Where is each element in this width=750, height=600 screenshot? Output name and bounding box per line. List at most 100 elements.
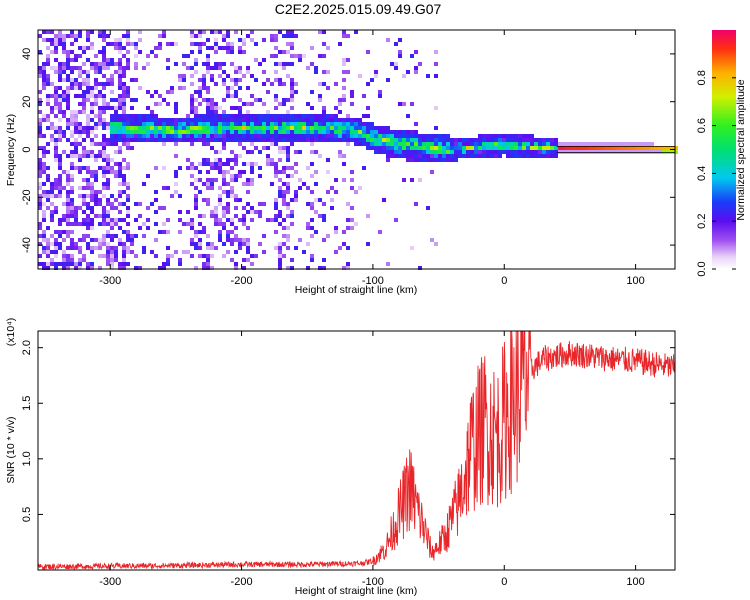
heatmap-cell — [218, 66, 222, 70]
heatmap-cell — [130, 122, 134, 126]
heatmap-cell — [118, 146, 122, 150]
heatmap-cell — [322, 138, 326, 142]
heatmap-cell — [202, 230, 206, 234]
heatmap-cell — [106, 250, 110, 254]
heatmap-cell — [178, 134, 182, 138]
heatmap-cell — [198, 102, 202, 106]
heatmap-cell — [114, 38, 118, 42]
heatmap-cell — [622, 142, 626, 146]
heatmap-cell — [502, 142, 506, 146]
heatmap-cell — [318, 82, 322, 86]
heatmap-cell — [274, 130, 278, 134]
heatmap-cell — [50, 122, 54, 126]
heatmap-cell — [254, 210, 258, 214]
heatmap-cell — [230, 258, 234, 262]
heatmap-cell — [454, 142, 458, 146]
heatmap-cell — [342, 30, 346, 34]
heatmap-cell — [74, 150, 78, 154]
heatmap-cell — [38, 66, 42, 70]
heatmap-cell — [230, 78, 234, 82]
heatmap-cell — [250, 138, 254, 142]
heatmap-cell — [114, 122, 118, 126]
heatmap-cell — [154, 210, 158, 214]
heatmap-cell — [110, 194, 114, 198]
heatmap-cell — [242, 126, 246, 130]
colorbar-tick-label: 0.2 — [696, 214, 708, 229]
heatmap-cell — [86, 150, 90, 154]
heatmap-cell — [286, 154, 290, 158]
heatmap-cell — [226, 238, 230, 242]
heatmap-cell — [394, 66, 398, 70]
heatmap-cell — [158, 266, 162, 270]
heatmap-cell — [346, 202, 350, 206]
heatmap-cell — [118, 266, 122, 270]
heatmap-cell — [114, 42, 118, 46]
heatmap-cell — [46, 38, 50, 42]
heatmap-cell — [190, 138, 194, 142]
heatmap-cell — [50, 214, 54, 218]
heatmap-cell — [70, 162, 74, 166]
heatmap-cell — [266, 110, 270, 114]
heatmap-cell — [198, 78, 202, 82]
heatmap-cell — [534, 154, 538, 158]
heatmap-cell — [190, 238, 194, 242]
heatmap-cell — [130, 250, 134, 254]
heatmap-cell — [110, 82, 114, 86]
heatmap-cell — [206, 98, 210, 102]
heatmap-cell — [86, 194, 90, 198]
heatmap-cell — [58, 70, 62, 74]
heatmap-cell — [118, 106, 122, 110]
heatmap-cell — [110, 62, 114, 66]
heatmap-cell — [78, 30, 82, 34]
heatmap-cell — [102, 186, 106, 190]
heatmap-cell — [86, 202, 90, 206]
heatmap-cell — [70, 166, 74, 170]
heatmap-cell — [398, 150, 402, 154]
heatmap-cell — [342, 98, 346, 102]
heatmap-cell — [418, 62, 422, 66]
heatmap-cell — [246, 102, 250, 106]
heatmap-cell — [182, 250, 186, 254]
heatmap-cell — [54, 42, 58, 46]
spectrogram-cells — [38, 30, 678, 270]
heatmap-cell — [54, 250, 58, 254]
heatmap-cell — [278, 250, 282, 254]
heatmap-cell — [542, 142, 546, 146]
heatmap-cell — [318, 122, 322, 126]
heatmap-cell — [182, 118, 186, 122]
heatmap-cell — [306, 66, 310, 70]
heatmap-cell — [458, 150, 462, 154]
heatmap-cell — [82, 110, 86, 114]
heatmap-cell — [138, 38, 142, 42]
heatmap-cell — [414, 150, 418, 154]
heatmap-cell — [282, 182, 286, 186]
heatmap-cell — [146, 54, 150, 58]
heatmap-cell — [202, 114, 206, 118]
heatmap-cell — [118, 46, 122, 50]
heatmap-cell — [42, 62, 46, 66]
heatmap-cell — [78, 186, 82, 190]
heatmap-cell — [298, 186, 302, 190]
heatmap-cell — [526, 138, 530, 142]
heatmap-cell — [58, 182, 62, 186]
heatmap-cell — [306, 138, 310, 142]
heatmap-cell — [342, 134, 346, 138]
heatmap-cell — [214, 62, 218, 66]
heatmap-cell — [258, 150, 262, 154]
heatmap-cell — [46, 82, 50, 86]
heatmap-cell — [86, 34, 90, 38]
heatmap-cell — [406, 142, 410, 146]
heatmap-cell — [102, 238, 106, 242]
heatmap-cell — [266, 154, 270, 158]
heatmap-cell — [234, 178, 238, 182]
heatmap-cell — [58, 78, 62, 82]
heatmap-cell — [194, 206, 198, 210]
heatmap-cell — [246, 130, 250, 134]
heatmap-cell — [634, 146, 638, 150]
heatmap-cell — [662, 146, 666, 150]
heatmap-cell — [250, 130, 254, 134]
y-tick-label: 0 — [21, 146, 33, 152]
heatmap-cell — [246, 162, 250, 166]
heatmap-cell — [114, 218, 118, 222]
heatmap-cell — [658, 146, 662, 150]
